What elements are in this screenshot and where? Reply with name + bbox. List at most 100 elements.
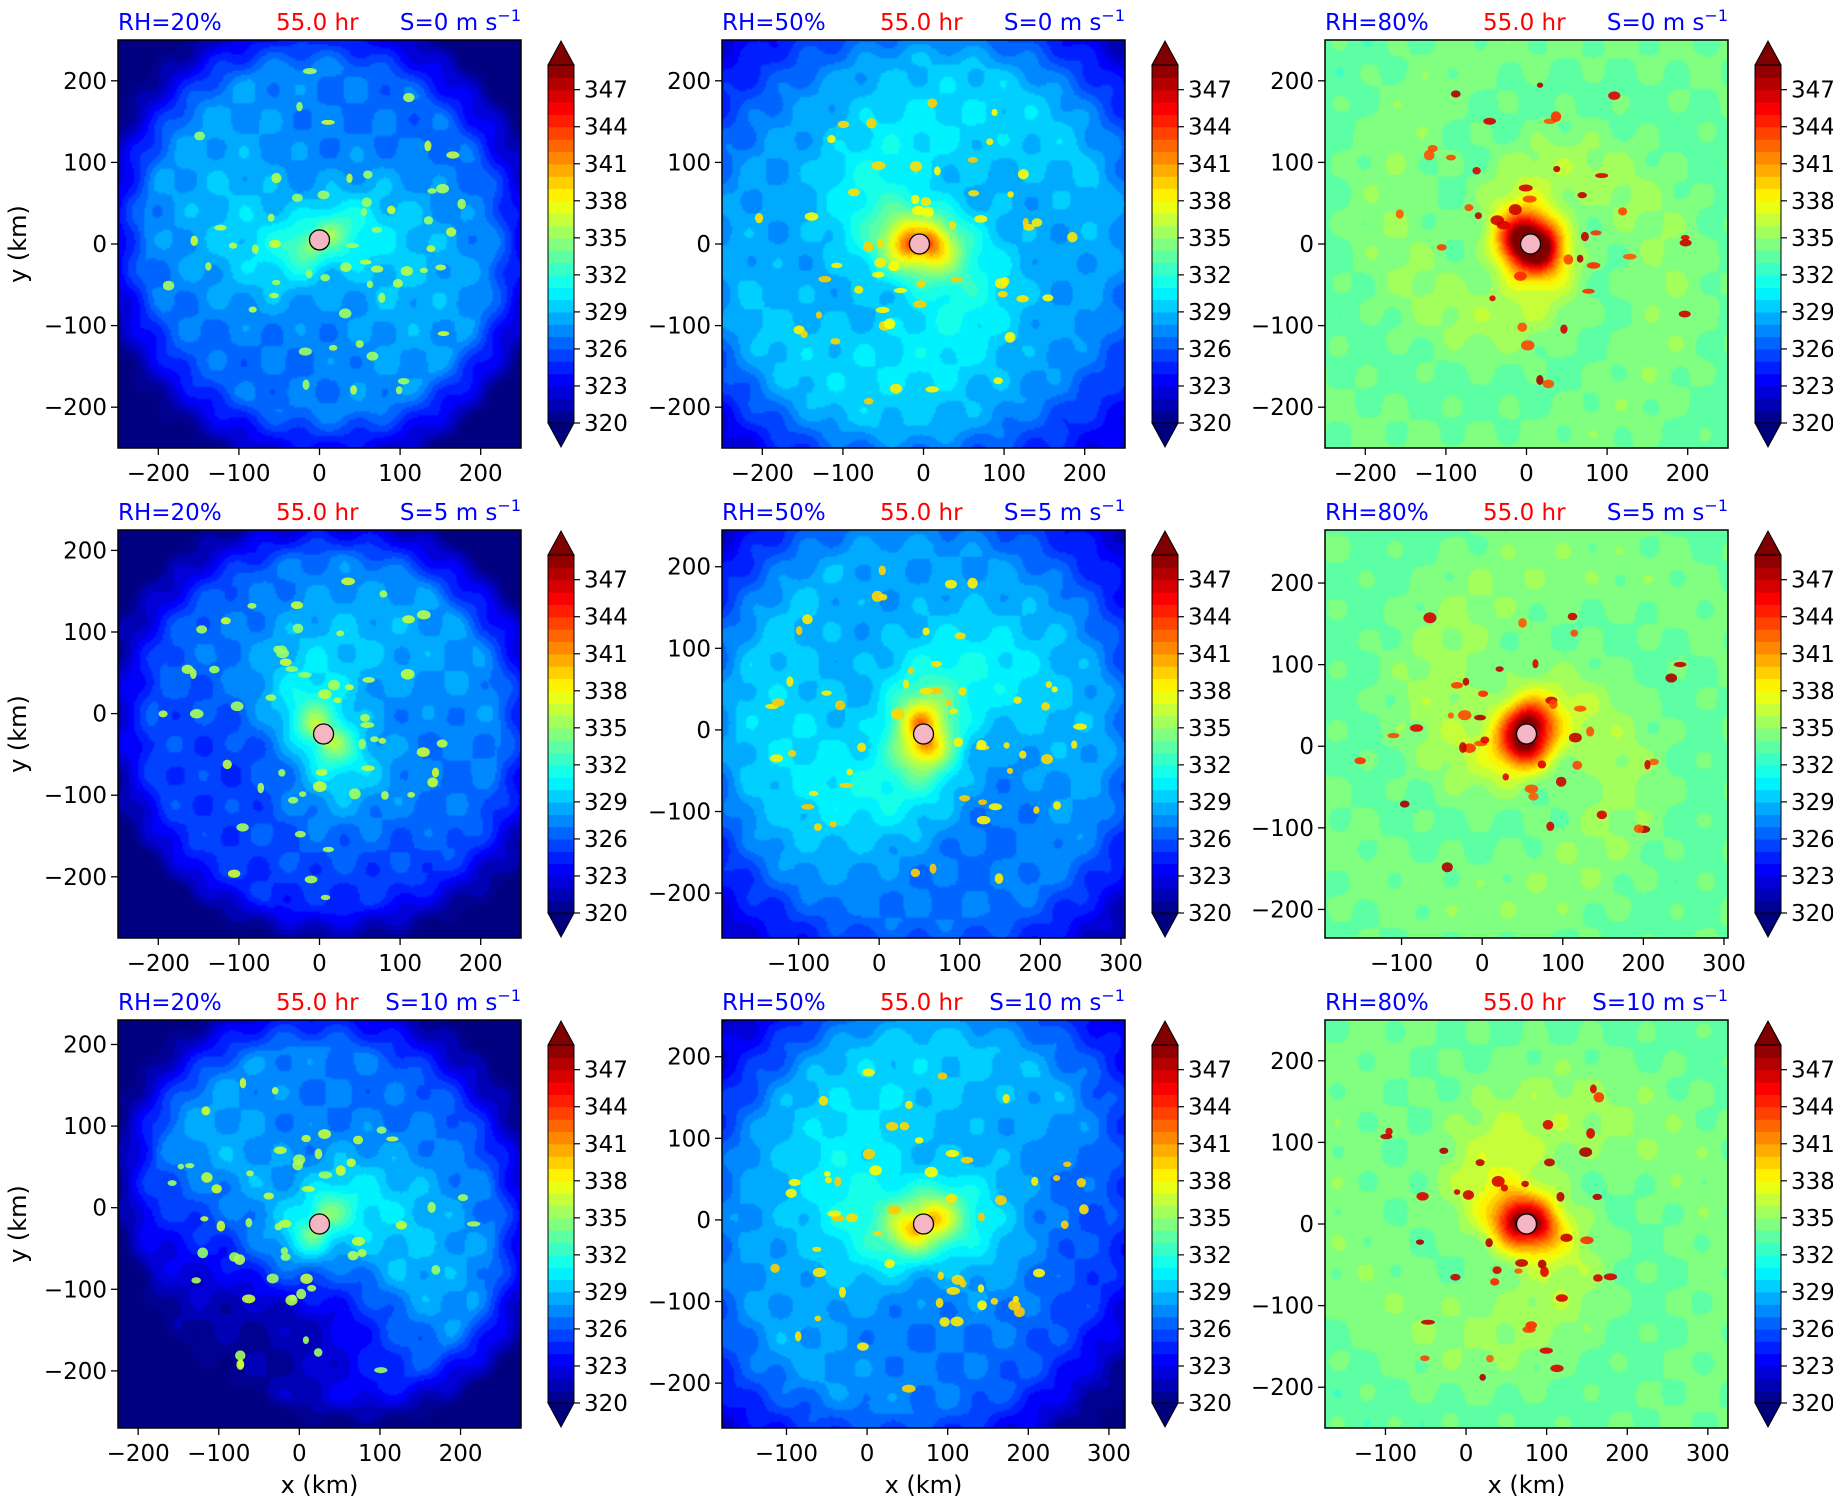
convective-cell bbox=[976, 739, 987, 750]
convective-cell bbox=[205, 262, 212, 271]
convective-cell bbox=[813, 823, 823, 831]
colorbar-tick-label: 320 bbox=[1188, 411, 1232, 437]
colorbar-segment bbox=[1755, 678, 1781, 692]
convective-cell bbox=[298, 671, 312, 678]
x-tick-label: −100 bbox=[187, 1441, 250, 1467]
convective-cell bbox=[812, 1267, 827, 1278]
colorbar-segment bbox=[1152, 678, 1178, 692]
convective-cell bbox=[257, 782, 265, 794]
convective-cell bbox=[1568, 732, 1582, 743]
convective-cell bbox=[1495, 666, 1504, 672]
convective-cell bbox=[1520, 340, 1535, 351]
convective-cell bbox=[986, 138, 994, 146]
colorbar-frame bbox=[547, 1044, 575, 1404]
y-tick-label: 0 bbox=[696, 1208, 711, 1234]
y-tick-label: 200 bbox=[1270, 69, 1314, 95]
rh-label: RH=20% bbox=[118, 500, 222, 526]
convective-cell bbox=[201, 1172, 213, 1183]
colorbar-segment bbox=[1152, 1082, 1178, 1095]
convective-cell bbox=[1031, 218, 1043, 227]
convective-cell bbox=[814, 1315, 822, 1322]
x-tick-label: −200 bbox=[107, 1441, 170, 1467]
colorbar-segment bbox=[1755, 690, 1781, 704]
colorbar-tick-label: 320 bbox=[1188, 1391, 1232, 1417]
colorbar-extend-min bbox=[1151, 912, 1179, 939]
panel-3-3: −100 0 100 200 300 200 100 0 −100 −200 x (km) RH=80… bbox=[1251, 986, 1833, 1499]
colorbar-segment bbox=[1755, 1254, 1781, 1268]
panel-1-1: −200 −100 0 100 200 200 100 0 −100 −200 y (km) RH=2… bbox=[4, 6, 628, 487]
shear-label: S=0 m s−1 bbox=[1607, 6, 1728, 36]
colorbar-frame bbox=[1754, 1044, 1782, 1404]
colorbar-segment bbox=[548, 126, 574, 140]
colorbar-segment bbox=[548, 1045, 574, 1058]
convective-cell bbox=[959, 1279, 967, 1288]
convective-cell bbox=[802, 614, 813, 625]
convective-cell bbox=[400, 668, 415, 680]
convective-cell bbox=[903, 679, 910, 689]
colorbar-segment bbox=[1755, 1217, 1781, 1231]
y-tick-label: 100 bbox=[667, 636, 711, 662]
colorbar-tick-label: 335 bbox=[584, 1206, 628, 1232]
convective-cell bbox=[1016, 295, 1029, 303]
colorbar-segment bbox=[548, 727, 574, 741]
convective-cell bbox=[1354, 757, 1366, 765]
colorbar-segment bbox=[1152, 163, 1178, 177]
convective-cell bbox=[916, 280, 926, 288]
x-tick-label: 100 bbox=[358, 1441, 402, 1467]
colorbar-segment bbox=[548, 629, 574, 643]
convective-cell bbox=[287, 796, 299, 804]
colorbar-segment bbox=[1152, 410, 1178, 424]
convective-cell bbox=[402, 615, 415, 624]
rh-label: RH=80% bbox=[1325, 990, 1429, 1016]
convective-cell bbox=[189, 709, 204, 719]
convective-cell bbox=[911, 205, 926, 216]
colorbar-segment bbox=[1755, 789, 1781, 803]
convective-cell bbox=[801, 803, 815, 810]
colorbar-segment bbox=[1152, 764, 1178, 778]
rh-label: RH=80% bbox=[1325, 500, 1429, 526]
colorbar-tick-label: 326 bbox=[584, 1317, 628, 1343]
colorbar-tick-label: 332 bbox=[1188, 263, 1232, 289]
y-tick-label: 0 bbox=[92, 232, 107, 258]
colorbar-segment bbox=[1152, 1304, 1178, 1318]
convective-cell bbox=[874, 257, 886, 268]
convective-cell bbox=[347, 1250, 359, 1261]
colorbar-segment bbox=[548, 703, 574, 717]
convective-cell bbox=[1464, 204, 1474, 212]
convective-cell bbox=[1447, 712, 1455, 719]
convective-cell bbox=[1508, 204, 1522, 216]
colorbar-segment bbox=[548, 875, 574, 889]
convective-cell bbox=[376, 1126, 387, 1134]
convective-cell bbox=[357, 1249, 367, 1258]
colorbar-tick-label: 329 bbox=[1188, 1280, 1232, 1306]
colorbar-tick-label: 344 bbox=[1791, 115, 1833, 141]
colorbar-tick-label: 320 bbox=[1791, 901, 1833, 927]
convective-cell bbox=[944, 579, 957, 589]
colorbar-tick-label: 347 bbox=[1791, 568, 1833, 594]
convective-cell bbox=[387, 205, 396, 215]
convective-cell bbox=[1514, 1268, 1523, 1274]
convective-cell bbox=[1555, 776, 1567, 787]
colorbar-tick-label: 326 bbox=[584, 827, 628, 853]
convective-cell bbox=[1665, 673, 1678, 683]
convective-cell bbox=[341, 577, 356, 586]
colorbar-segment bbox=[548, 348, 574, 362]
colorbar-segment bbox=[1755, 1341, 1781, 1355]
colorbar-segment bbox=[1152, 1168, 1178, 1182]
colorbar-segment bbox=[1152, 1057, 1178, 1071]
convective-cell bbox=[1490, 215, 1505, 226]
convective-cell bbox=[1586, 726, 1595, 737]
panel-2-1: −200 −100 0 100 200 200 100 0 −100 −200 y (km) RH=2… bbox=[4, 496, 628, 977]
convective-cell bbox=[344, 684, 354, 691]
convective-cell bbox=[1580, 231, 1589, 242]
y-tick-label: 100 bbox=[63, 620, 107, 646]
colorbar-tick-label: 332 bbox=[584, 753, 628, 779]
colorbar-segment bbox=[548, 1341, 574, 1355]
convective-cell bbox=[278, 768, 286, 777]
colorbar-tick-label: 323 bbox=[1791, 374, 1833, 400]
colorbar-segment bbox=[1152, 851, 1178, 865]
colorbar-segment bbox=[1152, 1390, 1178, 1404]
time-label: 55.0 hr bbox=[880, 10, 963, 36]
convective-cell bbox=[1462, 1190, 1474, 1200]
colorbar-segment bbox=[548, 1279, 574, 1293]
